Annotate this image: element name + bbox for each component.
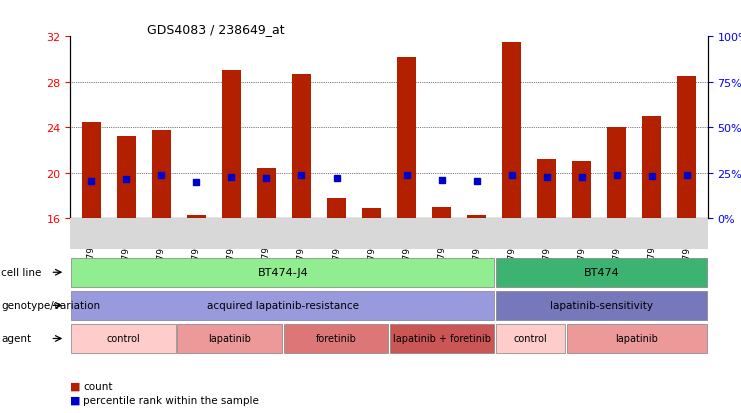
Text: ■: ■ [70, 381, 81, 391]
Bar [677, 77, 697, 219]
Bar [327, 198, 346, 219]
Bar [537, 160, 556, 219]
Bar [152, 131, 171, 219]
Text: lapatinib + foretinib: lapatinib + foretinib [393, 334, 491, 344]
Bar [222, 71, 241, 219]
Bar [82, 122, 101, 219]
Bar [292, 75, 311, 219]
Bar [432, 208, 451, 219]
Text: agent: agent [1, 334, 32, 344]
Text: genotype/variation: genotype/variation [1, 301, 101, 311]
Bar [187, 216, 206, 219]
Bar [607, 128, 626, 219]
Bar [397, 57, 416, 219]
Text: ■: ■ [70, 395, 81, 405]
Text: percentile rank within the sample: percentile rank within the sample [83, 395, 259, 405]
Text: lapatinib: lapatinib [208, 334, 251, 344]
Text: lapatinib-sensitivity: lapatinib-sensitivity [550, 301, 653, 311]
Text: foretinib: foretinib [316, 334, 356, 344]
Text: control: control [107, 334, 140, 344]
Text: lapatinib: lapatinib [616, 334, 658, 344]
Text: count: count [83, 381, 113, 391]
Bar [467, 216, 486, 219]
Text: acquired lapatinib-resistance: acquired lapatinib-resistance [207, 301, 359, 311]
Bar [117, 137, 136, 219]
Text: control: control [514, 334, 548, 344]
Bar [642, 116, 661, 219]
Bar [257, 169, 276, 219]
Text: BT474-J4: BT474-J4 [257, 268, 308, 278]
Text: GDS4083 / 238649_at: GDS4083 / 238649_at [147, 23, 285, 36]
Bar [502, 43, 521, 219]
Text: BT474: BT474 [584, 268, 619, 278]
Text: cell line: cell line [1, 268, 41, 278]
Bar [362, 209, 381, 219]
Bar [572, 162, 591, 219]
